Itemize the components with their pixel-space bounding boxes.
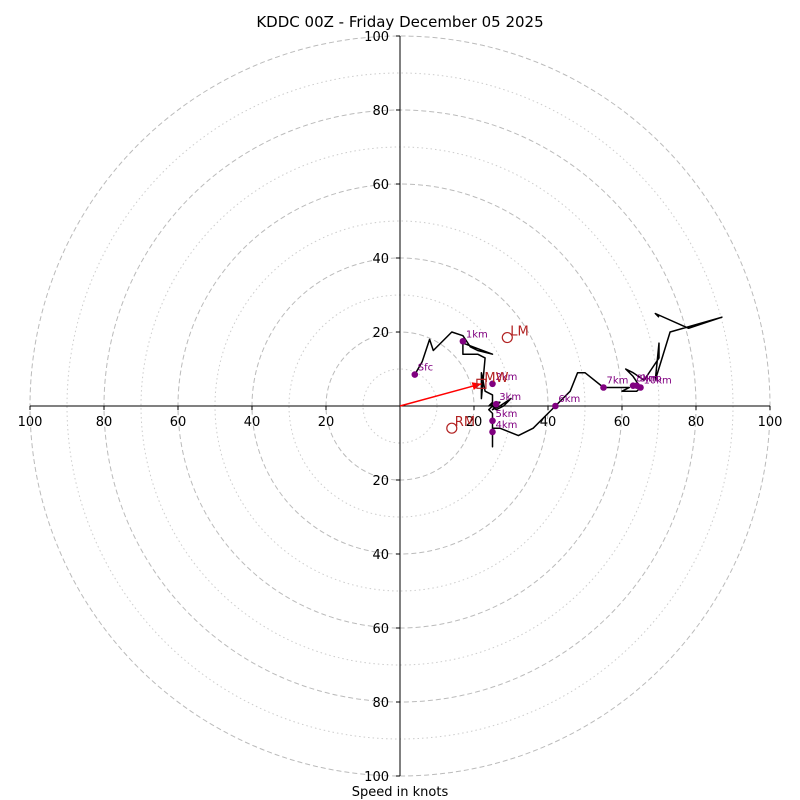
y-tick-label: 60 bbox=[372, 178, 389, 193]
lm-marker bbox=[501, 331, 513, 344]
x-tick-label: 60 bbox=[170, 415, 187, 430]
x-axis-label: Speed in knots bbox=[352, 785, 449, 800]
height-label-6km: 6km bbox=[558, 394, 580, 405]
x-tick-label: 40 bbox=[540, 415, 557, 430]
height-label-3km: 3km bbox=[499, 392, 521, 403]
height-label-4km: 4km bbox=[496, 420, 518, 431]
height-point-2km bbox=[489, 380, 496, 388]
y-tick-label: 20 bbox=[372, 474, 389, 489]
height-label-2km: 2km bbox=[496, 372, 518, 383]
hodograph-trace bbox=[414, 312, 723, 448]
height-point-5km bbox=[489, 417, 496, 425]
mean-wind-vector bbox=[399, 382, 482, 407]
mean-wind-marker bbox=[476, 378, 487, 389]
lm-label: LM bbox=[510, 325, 528, 340]
y-tick-label: 40 bbox=[372, 548, 389, 563]
y-tick-label: 100 bbox=[364, 770, 389, 785]
height-point-4km bbox=[489, 428, 496, 436]
height-label-8km: 8km bbox=[636, 374, 658, 385]
y-tick-label: 20 bbox=[372, 326, 389, 341]
x-tick-label: 60 bbox=[614, 415, 631, 430]
rm-marker bbox=[446, 422, 458, 434]
y-tick-label: 80 bbox=[372, 104, 389, 119]
y-tick-label: 60 bbox=[372, 622, 389, 637]
height-point-1km bbox=[459, 337, 467, 345]
tick-labels: 100 80 60 40 20 20 40 60 80 100 100 80 60 40 20 20 40 60 8… bbox=[18, 30, 783, 785]
mean-wind-arrow-shaft bbox=[399, 383, 482, 407]
mw-label: MW bbox=[484, 371, 508, 386]
height-label-1km: 1km bbox=[466, 329, 488, 340]
x-tick-label: 80 bbox=[96, 415, 113, 430]
height-label-sfc: Sfc bbox=[418, 363, 433, 374]
x-tick-label: 20 bbox=[466, 415, 483, 430]
height-label-5km: 5km bbox=[496, 409, 518, 420]
rm-label: RM bbox=[455, 415, 475, 430]
height-label-7km: 7km bbox=[607, 376, 629, 387]
chart-title: KDDC 00Z - Friday December 05 2025 bbox=[256, 13, 543, 31]
x-tick-label: 40 bbox=[244, 415, 261, 430]
y-tick-label: 40 bbox=[372, 252, 389, 267]
height-point-sfc bbox=[411, 371, 419, 378]
x-tick-label: 20 bbox=[318, 415, 335, 430]
height-point-3km bbox=[492, 400, 500, 408]
hodograph-line bbox=[414, 312, 723, 448]
height-label-9km: 9km bbox=[640, 374, 662, 385]
x-tick-label: 100 bbox=[18, 415, 43, 430]
storm-motion-markers: LM RM MW bbox=[446, 325, 529, 434]
height-label-10km: 10km bbox=[644, 376, 672, 387]
y-tick-label: 80 bbox=[372, 696, 389, 711]
height-point-6km bbox=[552, 402, 559, 410]
x-tick-label: 80 bbox=[688, 415, 705, 430]
x-tick-label: 100 bbox=[758, 415, 783, 430]
height-point-7km bbox=[600, 384, 607, 391]
height-point-10km bbox=[637, 384, 644, 391]
y-tick-label: 100 bbox=[364, 30, 389, 45]
